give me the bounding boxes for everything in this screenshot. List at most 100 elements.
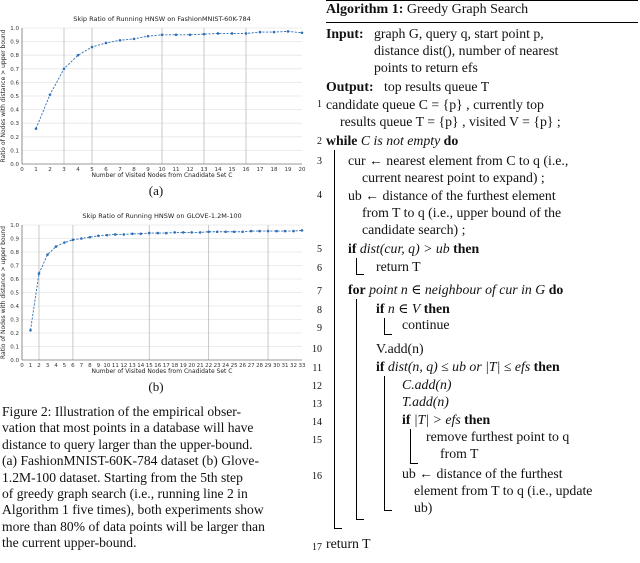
while-block-end bbox=[334, 528, 342, 529]
algo-line-16b: element from T to q (i.e., update bbox=[414, 483, 593, 498]
algo-line-1a: candidate queue C = {p} , currently top bbox=[326, 97, 544, 112]
x-tick-label: 19 bbox=[285, 167, 292, 173]
data-point bbox=[164, 231, 168, 235]
x-tick-label: 6 bbox=[71, 363, 75, 369]
data-point bbox=[230, 32, 234, 35]
caption-line: the current upper-bound. bbox=[2, 535, 137, 551]
data-point bbox=[63, 241, 66, 244]
line-number: 4 bbox=[317, 190, 322, 201]
data-point bbox=[156, 231, 160, 235]
algo-line-11: if dist(n, q) ≤ ub or |T| ≤ efs then bbox=[376, 358, 560, 375]
data-point bbox=[147, 231, 151, 235]
x-tick-label: 21 bbox=[197, 363, 204, 369]
x-tick-label: 0 bbox=[20, 167, 24, 173]
if-block-end bbox=[384, 334, 392, 335]
x-tick-label: 20 bbox=[188, 363, 195, 369]
x-axis-label: Number of Visited Nodes from Cnadidate S… bbox=[92, 368, 233, 375]
data-point bbox=[241, 230, 244, 234]
y-tick-label: 0.7 bbox=[10, 67, 19, 73]
if-block-bar bbox=[384, 318, 385, 334]
x-tick-label: 29 bbox=[265, 363, 272, 369]
y-tick-label: 0.3 bbox=[10, 121, 19, 127]
figure-caption: Figure 2: Illustration of the empirical … bbox=[2, 404, 305, 552]
data-point bbox=[292, 229, 295, 233]
if-block-bar bbox=[356, 258, 357, 274]
line-number: 7 bbox=[317, 286, 322, 297]
x-tick-label: 9 bbox=[97, 363, 101, 369]
data-point bbox=[300, 31, 304, 35]
kw-for: for bbox=[348, 282, 366, 297]
data-point bbox=[80, 237, 83, 240]
y-tick-label: 0.2 bbox=[10, 331, 19, 337]
algo-line-1b: results queue T = {p} , visited V = {p} … bbox=[340, 114, 561, 129]
caption-line: more than 80% of data points will be lar… bbox=[2, 518, 265, 534]
data-point bbox=[118, 38, 122, 42]
data-point bbox=[216, 32, 220, 35]
x-tick-label: 28 bbox=[256, 363, 263, 369]
chart-b-svg: 0.00.10.20.30.40.50.60.70.80.91.00 1 2 3 4 5 6… bbox=[0, 212, 306, 375]
y-tick-label: 0.9 bbox=[10, 237, 19, 243]
algorithm-title: Algorithm 1: Greedy Graph Search bbox=[326, 2, 528, 18]
data-point bbox=[104, 41, 108, 45]
line-number: 13 bbox=[312, 399, 322, 410]
data-point bbox=[266, 229, 270, 233]
algo-line-10: V.add(n) bbox=[376, 341, 424, 356]
data-point bbox=[286, 30, 290, 33]
x-tick-label: 12 bbox=[120, 363, 127, 369]
algo-line-14: if |T| > efs then bbox=[402, 411, 490, 428]
cond-text: C is not empty bbox=[360, 133, 441, 148]
data-point bbox=[249, 229, 253, 233]
caption-line: Algorithm 1 five times), both experiment… bbox=[2, 502, 264, 518]
for-block-end bbox=[356, 519, 364, 520]
x-tick-label: 23 bbox=[214, 363, 221, 369]
y-tick-label: 0.9 bbox=[10, 40, 19, 46]
y-tick-label: 0.0 bbox=[10, 358, 19, 364]
x-tick-label: 13 bbox=[201, 167, 208, 173]
x-tick-label: 17 bbox=[257, 167, 264, 173]
algo-line-4c: candidate search) ; bbox=[362, 222, 466, 237]
algorithm-name: Greedy Graph Search bbox=[406, 2, 529, 17]
x-tick-label: 15 bbox=[146, 363, 153, 369]
chart-a: 0.0 0.1 0.2 0.3 0.4 0.5 0.6 0.7 0.8 0.9 1.0 0 1 2 3 4 5 6… bbox=[0, 0, 312, 180]
y-tick-label: 0.8 bbox=[10, 53, 19, 59]
data-point bbox=[258, 229, 261, 233]
algo-line-2: while C is not empty do bbox=[326, 132, 458, 149]
line-number: 8 bbox=[317, 305, 322, 316]
line-number: 6 bbox=[317, 263, 322, 274]
data-point bbox=[174, 33, 178, 37]
algo-line-4a: ub ← distance of the furthest element bbox=[348, 188, 556, 203]
kw-do: do bbox=[443, 133, 459, 148]
y-tick-label: 0.4 bbox=[10, 108, 19, 114]
cond-text: |T| > efs bbox=[413, 412, 461, 427]
x-tick-label: 22 bbox=[205, 363, 212, 369]
data-point bbox=[34, 127, 38, 130]
subcaption-a: (a) bbox=[148, 183, 164, 198]
algo-line-3a: cur ← nearest element from C to q (i.e., bbox=[348, 153, 569, 168]
data-point bbox=[283, 229, 287, 233]
y-tick-label: 0.3 bbox=[10, 318, 19, 324]
x-tick-label: 3 bbox=[46, 363, 50, 369]
data-point bbox=[202, 32, 206, 36]
algo-line-9: continue bbox=[402, 317, 450, 332]
top-rule bbox=[326, 0, 638, 1]
x-tick-label: 19 bbox=[180, 363, 187, 369]
data-point bbox=[146, 34, 150, 38]
data-point bbox=[272, 30, 276, 34]
algo-line-15a: remove furthest point to q bbox=[426, 429, 570, 444]
x-tick-label: 32 bbox=[290, 363, 297, 369]
x-tick-label: 33 bbox=[299, 363, 306, 369]
x-tick-label: 13 bbox=[129, 363, 136, 369]
x-tick-label: 7 bbox=[80, 363, 84, 369]
algo-line-13: T.add(n) bbox=[402, 394, 449, 409]
title-rule bbox=[326, 22, 638, 23]
y-tick-label: 0.5 bbox=[10, 94, 19, 100]
input-line: distance dist(), number of nearest bbox=[374, 43, 559, 58]
x-tick-label: 30 bbox=[273, 363, 280, 369]
data-point bbox=[300, 229, 304, 232]
x-tick-label: 5 bbox=[90, 167, 94, 173]
x-tick-label: 15 bbox=[229, 167, 236, 173]
x-tick-label: 4 bbox=[54, 363, 58, 369]
y-tick-label: 0.5 bbox=[10, 291, 19, 297]
line-number: 9 bbox=[317, 323, 322, 334]
y-tick-label: 0.7 bbox=[10, 264, 19, 270]
